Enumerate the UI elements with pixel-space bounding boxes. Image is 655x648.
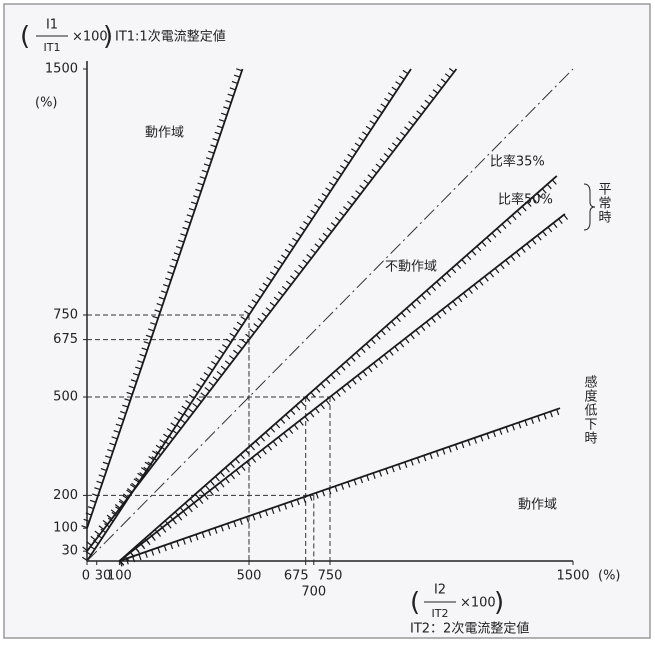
x-label-factor: ×100 [460,596,496,611]
hatch [119,408,563,567]
x-tick-label: 100 [107,569,132,584]
annotation: 動作域 [518,498,557,513]
hatch [119,213,569,566]
x-tick-label: 30 [95,569,112,584]
y-tick-label: 200 [53,488,78,503]
x-tick-label: 1500 [556,569,589,584]
hatch [82,65,457,552]
x-label-note: IT2：2次電流整定値 [410,621,529,637]
series-line [118,175,558,562]
y-tick-label: 1500 [45,62,78,77]
paren: ) [494,588,504,618]
hatch [81,67,243,529]
y-tick-label: 100 [53,521,78,536]
series-line [86,68,412,562]
annotation: 動作域 [145,126,184,141]
series-label: 比率35% [490,153,545,169]
y-tick-label: 30 [61,544,78,559]
annotation: 不動作域 [385,260,437,275]
annotation: 感度低下時 [582,374,598,445]
y-tick-label: 750 [53,308,78,323]
y-label-denominator: IT1 [44,41,61,54]
series-label: 比率50% [498,191,553,207]
y-tick-label: 500 [53,390,78,405]
x-label-numerator: I2 [434,583,446,598]
x-label-denominator: IT2 [432,607,449,620]
y-tick-label: 675 [53,332,78,347]
y-label-note: IT1:1次電流整定値 [115,29,226,45]
x-tick-label: 675 [284,569,309,584]
y-label-numerator: I1 [46,18,58,33]
annotation: 平常時 [596,182,612,224]
x-tick-label: 0 [82,569,90,584]
x-tick-label: 750 [318,569,343,584]
paren: ( [20,22,30,52]
series-line [86,68,458,552]
series-line [86,68,574,562]
paren: ( [410,588,420,618]
y-label-factor: ×100 [72,30,108,45]
x-tick-label: 500 [237,569,262,584]
x-tick-label: 700 [301,585,326,600]
y-unit: (%) [35,96,58,111]
paren: ) [103,22,113,52]
frame [3,3,651,639]
brace [583,183,596,231]
x-unit: (%) [598,569,621,584]
